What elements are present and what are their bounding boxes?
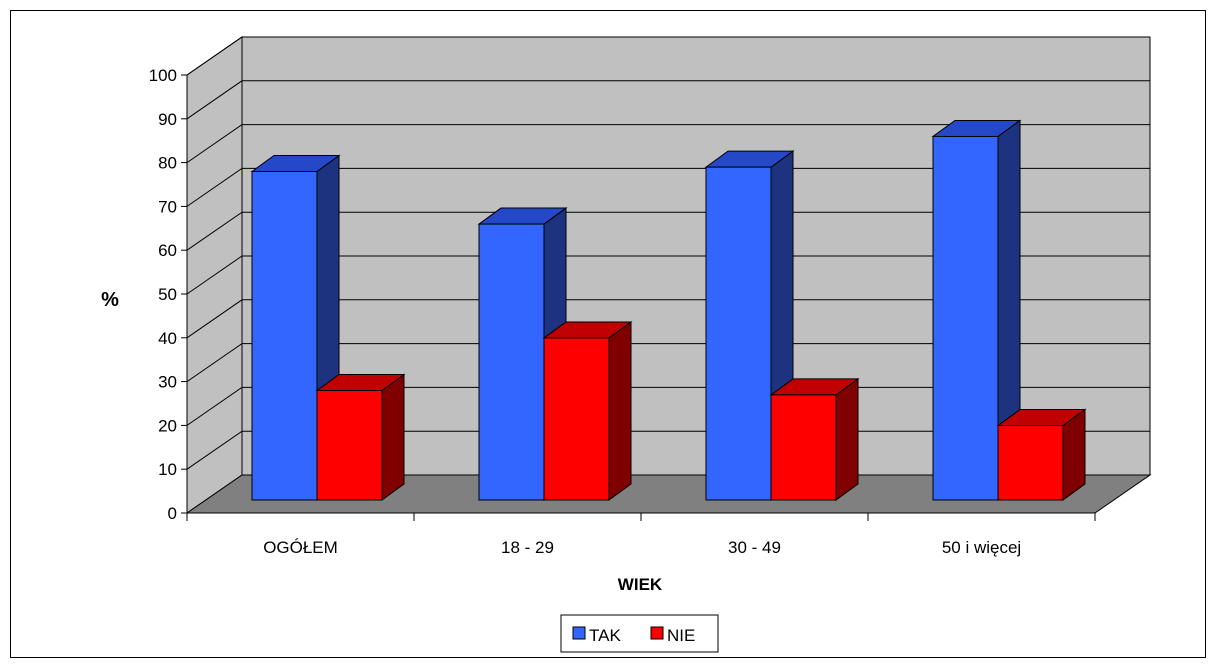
y-tick-label: 10 xyxy=(158,460,177,479)
y-tick-label: 100 xyxy=(149,66,177,85)
legend-label-tak: TAK xyxy=(589,626,621,645)
gridline xyxy=(186,80,1150,120)
bar-side xyxy=(835,377,859,501)
x-axis-label: WIEK xyxy=(618,575,663,594)
y-tick-label: 50 xyxy=(158,285,177,304)
bar-nie-0 xyxy=(315,373,406,501)
chart-frame xyxy=(10,10,1206,658)
y-tick-label: 80 xyxy=(158,154,177,173)
y-tick-label: 70 xyxy=(158,197,177,216)
bar-front xyxy=(705,166,772,501)
gridline xyxy=(186,167,1150,207)
x-tick-labels: OGÓŁEM 18 - 29 30 - 49 50 i więcej xyxy=(263,538,1021,557)
gridline xyxy=(186,299,1150,339)
bar-front xyxy=(316,390,383,501)
bar-nie-3 xyxy=(996,408,1087,501)
gridline xyxy=(186,36,1150,76)
axes xyxy=(181,74,1096,521)
bar-tak-3 xyxy=(931,119,1022,501)
x-tick-label: OGÓŁEM xyxy=(263,538,338,557)
bar-front xyxy=(543,337,610,501)
bar-front xyxy=(251,171,318,501)
legend-label-nie: NIE xyxy=(667,626,695,645)
legend-swatch-nie xyxy=(650,626,664,640)
gridline xyxy=(186,124,1150,164)
legend-swatch-tak xyxy=(572,626,586,640)
gridline xyxy=(186,255,1150,295)
y-tick-label: 20 xyxy=(158,416,177,435)
bar-front xyxy=(478,223,545,501)
y-tick-label: 60 xyxy=(158,241,177,260)
y-axis-label: % xyxy=(101,289,119,311)
bar-nie-1 xyxy=(542,320,633,501)
y-tick-label: 30 xyxy=(158,373,177,392)
y-tick-label: 0 xyxy=(168,504,177,523)
x-tick-label: 50 i więcej xyxy=(942,538,1021,557)
legend: TAK NIE xyxy=(560,614,719,653)
bar-side xyxy=(608,320,632,501)
x-tick-label: 30 - 49 xyxy=(728,538,781,557)
bar-front xyxy=(770,394,837,501)
bars xyxy=(250,119,1087,501)
gridline xyxy=(186,211,1150,251)
bar-nie-2 xyxy=(769,377,860,501)
bar-side xyxy=(381,373,405,501)
y-tick-label: 90 xyxy=(158,110,177,129)
y-tick-labels: 0 10 20 30 40 50 60 70 80 90 100 xyxy=(149,66,177,523)
bar-front xyxy=(932,135,999,501)
bar-front xyxy=(997,425,1064,501)
x-tick-label: 18 - 29 xyxy=(501,538,554,557)
gridline xyxy=(186,343,1150,383)
y-tick-label: 40 xyxy=(158,329,177,348)
legend-box xyxy=(560,614,719,653)
